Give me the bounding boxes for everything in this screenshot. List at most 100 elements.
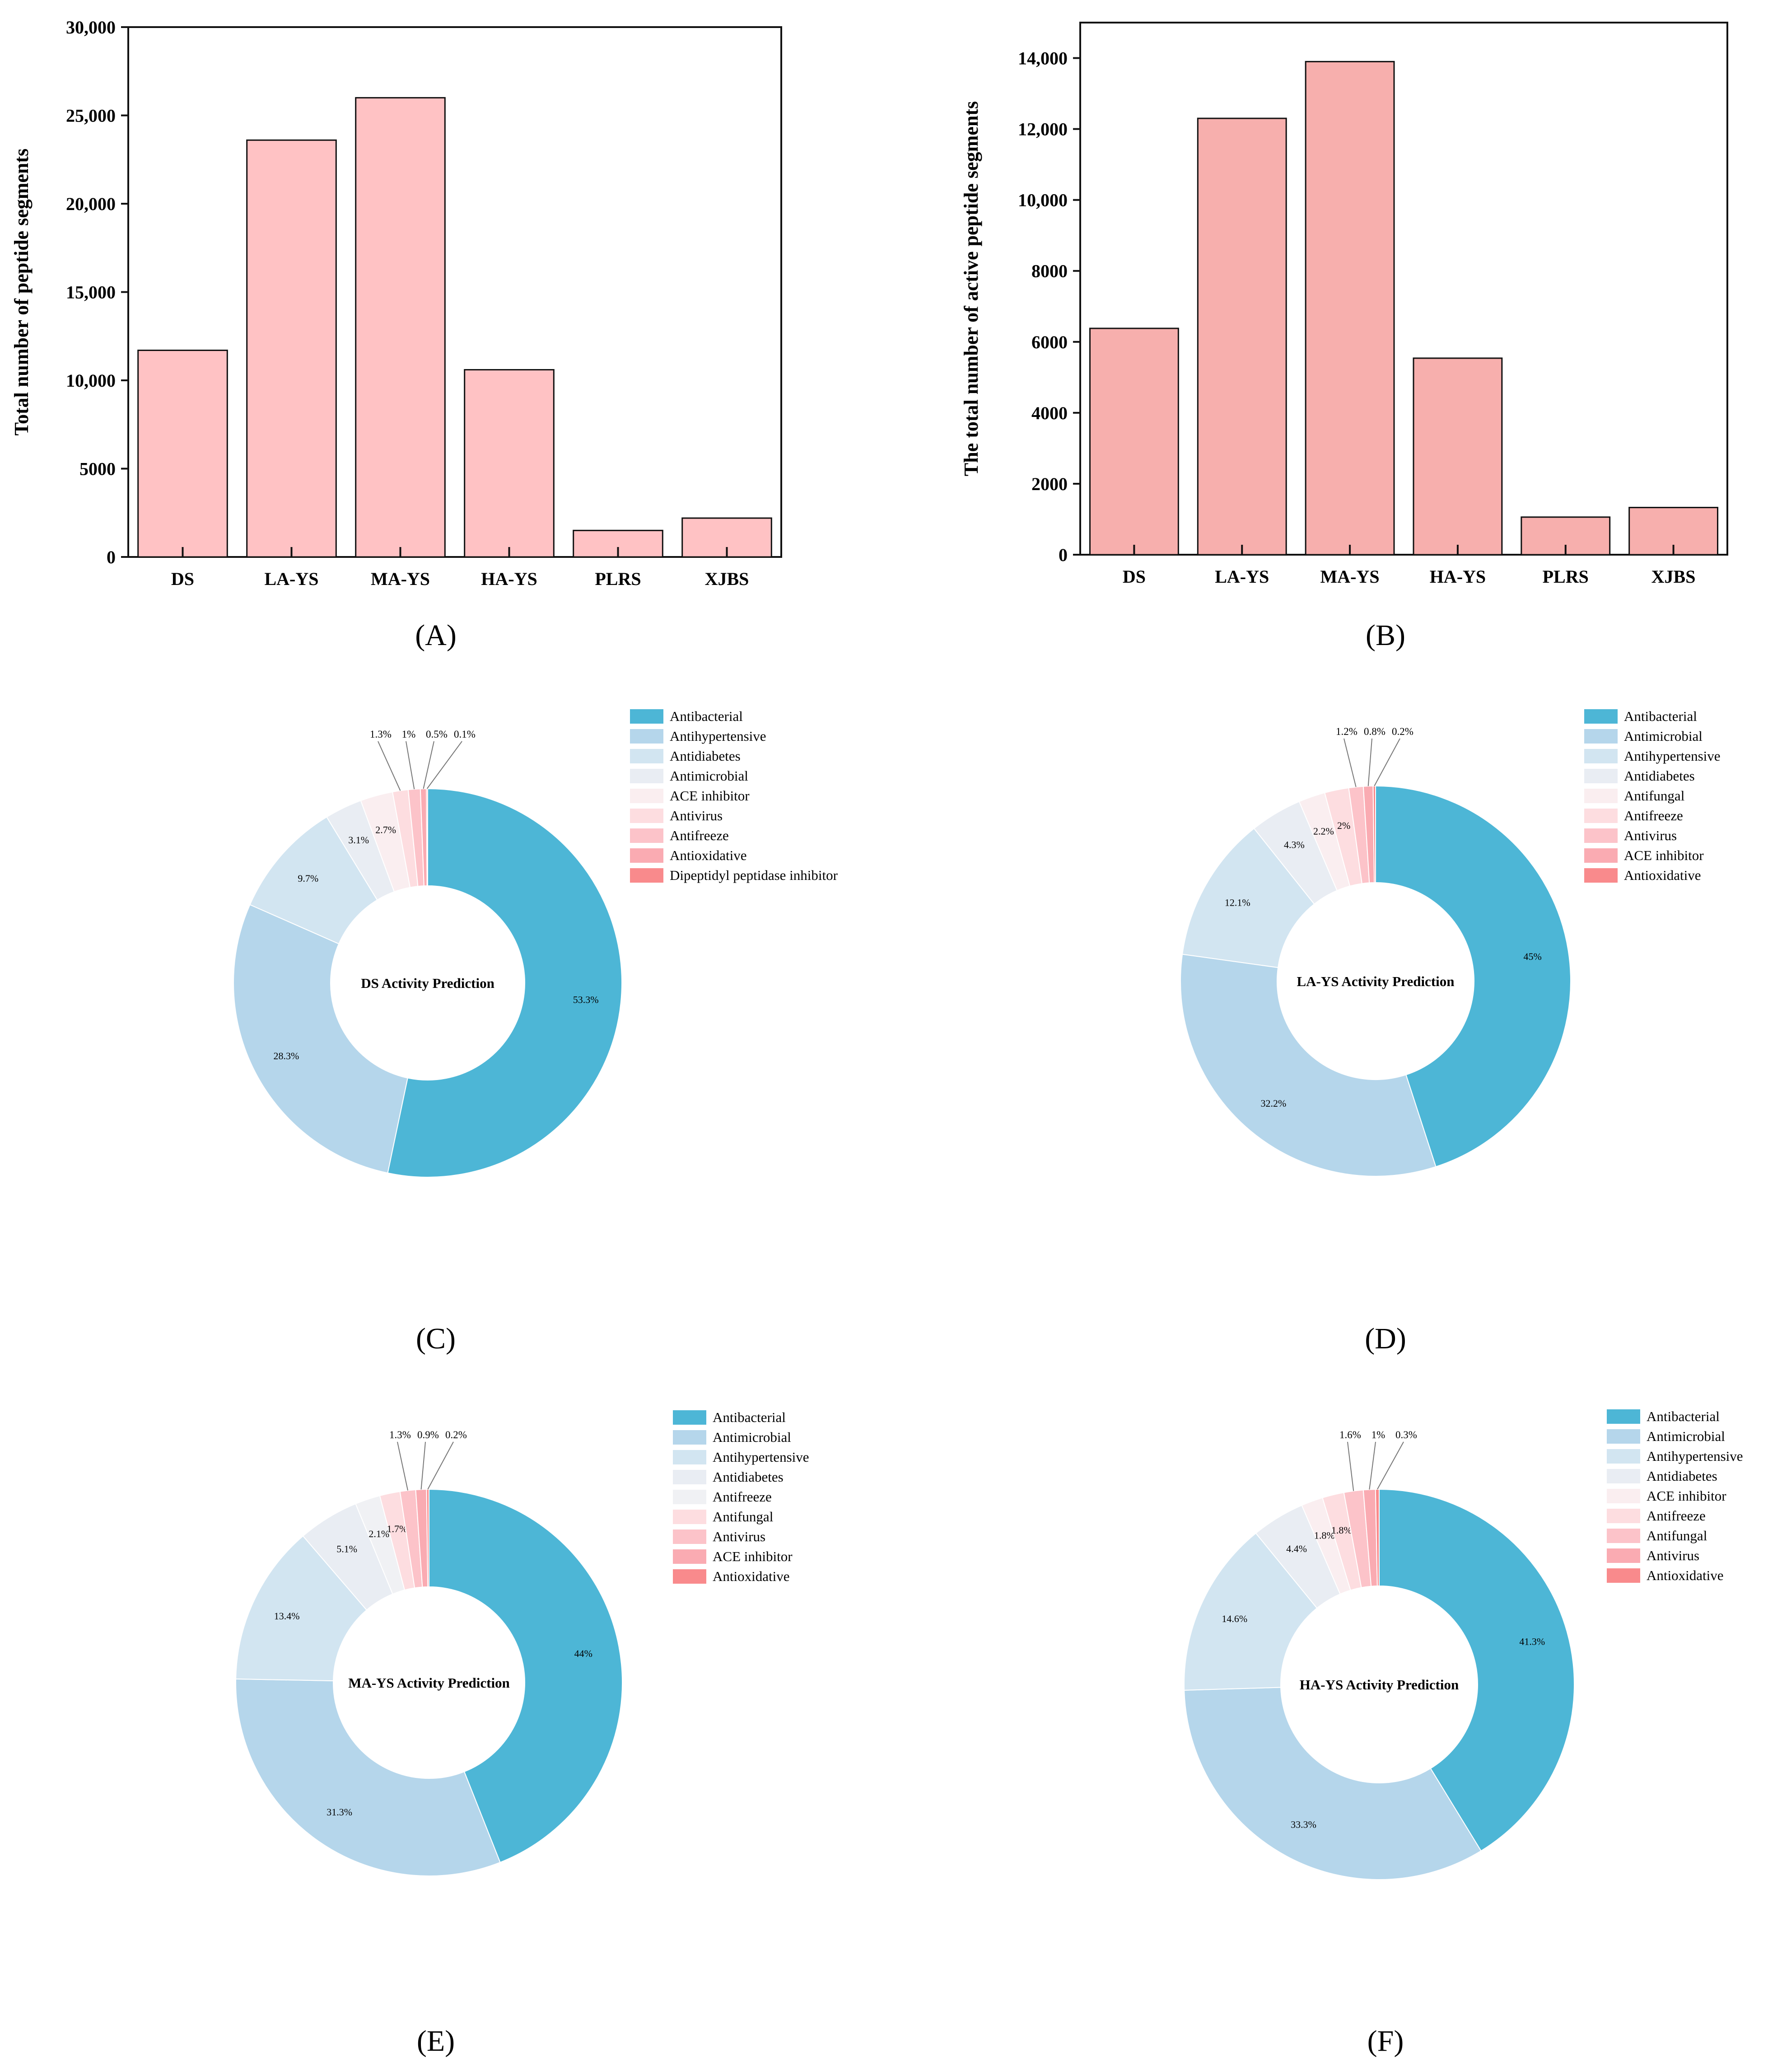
callout-line: [420, 1441, 426, 1490]
panel-label-C: (C): [416, 1322, 456, 1355]
slice-label: 13.4%: [274, 1610, 300, 1622]
legend-label: Antivirus: [670, 808, 723, 823]
slice-label: 41.3%: [1519, 1636, 1545, 1647]
y-tick-label: 10,000: [66, 370, 116, 391]
callout-label: 1.3%: [370, 729, 392, 740]
y-tick-label: 4000: [1031, 403, 1068, 423]
y-tick-label: 15,000: [66, 282, 116, 303]
bar-ma-ys: [1305, 61, 1395, 556]
legend-label: Antihypertensive: [1647, 1448, 1743, 1464]
slice-label: 3.1%: [348, 834, 369, 846]
legend-swatch: [1584, 749, 1618, 763]
legend-label: Antihypertensive: [670, 728, 766, 744]
legend-swatch: [673, 1510, 706, 1524]
legend-label: ACE inhibitor: [1624, 847, 1704, 863]
legend-swatch: [1607, 1568, 1640, 1583]
legend-label: Antibacterial: [670, 708, 743, 724]
legend-label: Antifungal: [713, 1509, 773, 1525]
panel-label-F: (F): [1367, 2025, 1404, 2058]
legend-label: ACE inhibitor: [1647, 1488, 1726, 1504]
x-tick-label: XJBS: [1651, 566, 1696, 587]
slice-label: 28.3%: [273, 1050, 299, 1062]
callout-label: 0.2%: [1392, 726, 1413, 737]
callout-label: 1.2%: [1336, 726, 1357, 737]
callout-line: [378, 741, 401, 791]
legend-swatch: [673, 1490, 706, 1504]
slice-label: 33.3%: [1291, 1819, 1316, 1830]
callout-label: 0.2%: [445, 1429, 467, 1441]
callout-label: 0.8%: [1364, 726, 1385, 737]
y-axis-title: The total number of active peptide segme…: [960, 101, 982, 476]
bar-ds: [1089, 327, 1179, 556]
slice-label: 1.8%: [1331, 1525, 1352, 1536]
bar-chart-A: 0 5000 10,000 15,000 20,000 25,000 30,000 DS LA-…: [10, 17, 782, 589]
y-tick-label: 6000: [1031, 332, 1068, 352]
legend-swatch: [1584, 848, 1618, 863]
callout-line: [426, 741, 462, 789]
x-tick-label: PLRS: [595, 569, 641, 589]
legend-swatch: [1607, 1509, 1640, 1523]
slice-label: 1.8%: [1314, 1530, 1335, 1541]
y-tick-label: 0: [107, 547, 116, 567]
x-tick-label: MA-YS: [371, 569, 430, 589]
y-tick-label: 5000: [79, 459, 116, 479]
x-tick-label: LA-YS: [264, 569, 318, 589]
slice-label: 2.2%: [1313, 825, 1334, 837]
legend-label: ACE inhibitor: [670, 788, 750, 804]
donut-center-title: HA-YS Activity Prediction: [1300, 1677, 1459, 1693]
slice-dipeptidyl-peptidase-inhibitor: [426, 788, 428, 887]
slice-label: 2.1%: [369, 1528, 389, 1539]
bar-ha-ys: [464, 369, 555, 558]
donut-chart-E: 44% 31.3% 13.4% 5.1% 2.1%1.7% 1.3% 0.9% 0.2% MA-…: [235, 1409, 809, 1876]
donut-center-title: MA-YS Activity Prediction: [348, 1675, 510, 1691]
callout-line: [1377, 1441, 1404, 1490]
legend-swatch: [630, 848, 663, 863]
legend-label: Antidiabetes: [713, 1469, 784, 1485]
x-tick-label: XJBS: [705, 569, 749, 589]
bar-ds: [137, 350, 228, 558]
legend-swatch: [1607, 1548, 1640, 1563]
callout-label: 1%: [1371, 1429, 1385, 1441]
legend-label: Antidiabetes: [1647, 1468, 1717, 1484]
callout-label: 0.5%: [426, 729, 448, 740]
slice-label: 1.7%: [387, 1523, 408, 1534]
callout-label: 0.3%: [1395, 1429, 1417, 1441]
legend-swatch: [673, 1549, 706, 1564]
panel-label-D: (D): [1365, 1322, 1406, 1355]
donut-chart-D: 45% 32.2% 12.1% 4.3% 2.2% 2% 1.2% 0.8% 0.2% LA-YS…: [1180, 708, 1721, 1177]
slice-label: 4.3%: [1284, 839, 1305, 851]
x-tick-label: PLRS: [1543, 566, 1589, 587]
slice-antibacterial: [1379, 1488, 1575, 1852]
callout-label: 1%: [402, 729, 416, 740]
legend-label: Antifreeze: [670, 828, 729, 843]
legend-swatch: [630, 828, 663, 843]
donut-center-title: LA-YS Activity Prediction: [1297, 973, 1454, 989]
callout-line: [1343, 738, 1357, 787]
callout-line: [397, 1441, 409, 1491]
x-tick-label: HA-YS: [481, 569, 537, 589]
legend-label: Antibacterial: [1624, 708, 1697, 724]
legend-label: Antimicrobial: [670, 768, 748, 784]
legend-label: Antifungal: [1647, 1528, 1707, 1543]
legend-swatch: [673, 1470, 706, 1484]
slice-antimicrobial: [235, 1678, 501, 1876]
slice-antimicrobial: [1184, 1687, 1482, 1880]
x-tick-label: DS: [171, 569, 194, 589]
callout-line: [1374, 738, 1400, 786]
bar-ha-ys: [1413, 357, 1503, 556]
legend-swatch: [1584, 729, 1618, 744]
legend-label: Antibacterial: [713, 1409, 786, 1425]
legend-swatch: [673, 1529, 706, 1544]
slice-label: 2.7%: [375, 824, 396, 835]
bar-ma-ys: [355, 97, 446, 558]
legend-label: Antioxidative: [670, 847, 746, 863]
y-axis-title: Total number of peptide segments: [10, 149, 33, 436]
slice-antimicrobial: [1180, 954, 1437, 1177]
legend-label: Antihypertensive: [713, 1449, 809, 1465]
slice-label: 45%: [1524, 951, 1542, 962]
legend-label: Antimicrobial: [1624, 728, 1703, 744]
legend-swatch: [630, 809, 663, 823]
slice-label: 4.4%: [1286, 1543, 1307, 1554]
bar-chart-B: 0 2000 4000 6000 8000 10,000 12,000 14,000 DS LA-…: [960, 22, 1728, 587]
legend-swatch: [1607, 1429, 1640, 1444]
